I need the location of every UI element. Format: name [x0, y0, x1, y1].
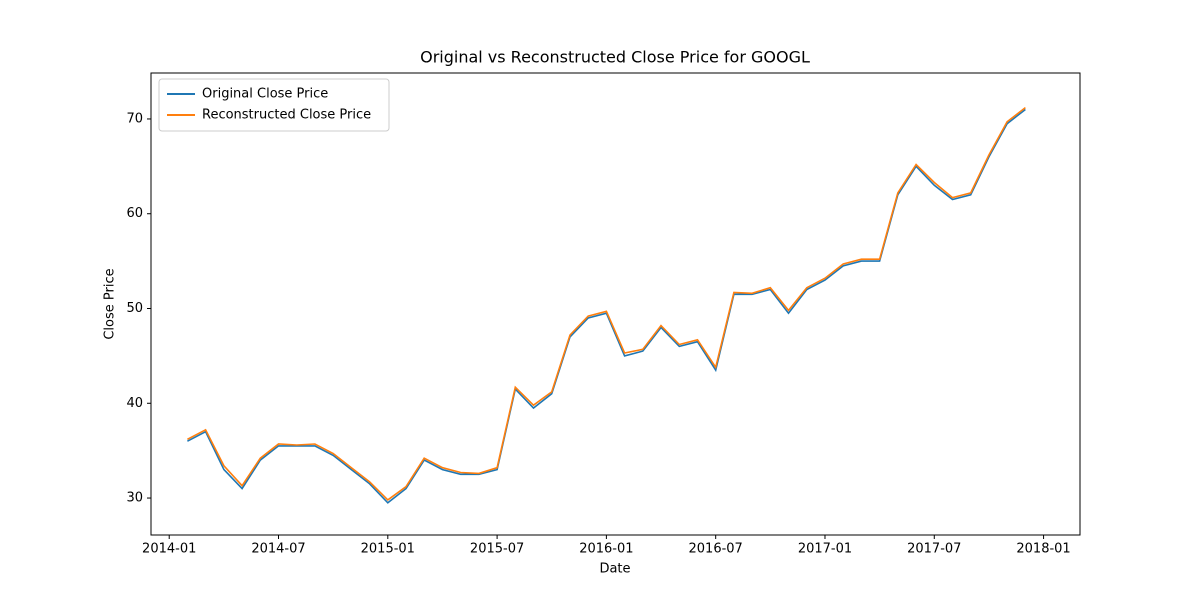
x-tick-label: 2014-01 — [142, 542, 196, 557]
y-tick-label: 40 — [126, 396, 143, 411]
plot-frame — [150, 72, 1081, 536]
y-tick-label: 50 — [126, 301, 143, 316]
legend-label: Reconstructed Close Price — [202, 108, 371, 123]
x-axis-label: Date — [599, 562, 630, 577]
legend-label: Original Close Price — [202, 87, 328, 102]
x-tick-label: 2014-07 — [251, 542, 305, 557]
series-line — [187, 106, 1026, 501]
x-tick-label: 2016-07 — [689, 542, 743, 557]
y-axis-label: Close Price — [103, 268, 118, 339]
x-tick-label: 2016-01 — [579, 542, 633, 557]
x-tick-label: 2017-07 — [907, 542, 961, 557]
x-tick-label: 2018-01 — [1016, 542, 1070, 557]
y-tick-label: 30 — [126, 491, 143, 506]
y-tick-label: 60 — [126, 206, 143, 221]
y-tick-label: 70 — [126, 111, 143, 126]
x-tick-label: 2015-01 — [361, 542, 415, 557]
x-tick-label: 2015-07 — [470, 542, 524, 557]
x-tick-label: 2017-01 — [798, 542, 852, 557]
legend-box — [158, 78, 390, 132]
chart-title: Original vs Reconstructed Close Price fo… — [420, 48, 810, 67]
